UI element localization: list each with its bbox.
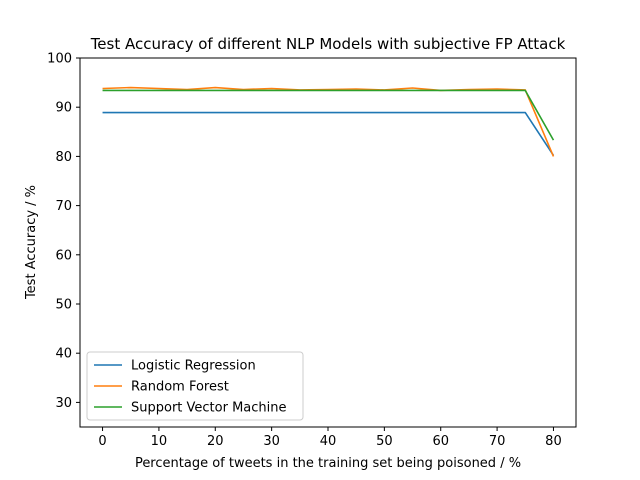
series-line-support-vector-machine	[102, 89, 555, 141]
x-tick-label: 80	[545, 434, 562, 449]
series-line-logistic-regression	[102, 111, 555, 156]
legend-label: Logistic Regression	[131, 359, 256, 374]
x-tick-label: 30	[263, 434, 280, 449]
x-tick-label: 70	[489, 434, 506, 449]
y-tick-label: 60	[55, 248, 72, 263]
axis-layer: 0 10 20 30 40 50 60 70 80 30 40 50 60 70 80 90 100	[47, 52, 562, 450]
chart-title: Test Accuracy of different NLP Models wi…	[90, 35, 566, 53]
y-tick-label: 100	[47, 52, 72, 67]
legend: Logistic Regression Random Forest Support …	[86, 351, 304, 421]
y-tick-label: 90	[55, 101, 72, 116]
y-tick-label: 80	[55, 150, 72, 165]
legend-box	[86, 351, 304, 421]
plot-frame	[79, 57, 577, 428]
series-line-random-forest	[102, 86, 555, 157]
x-axis-label: Percentage of tweets in the training set…	[135, 456, 521, 471]
legend-label: Random Forest	[131, 380, 229, 395]
series-layer	[102, 86, 555, 157]
x-tick-label: 50	[376, 434, 393, 449]
x-tick-label: 0	[98, 434, 106, 449]
x-tick-label: 60	[432, 434, 449, 449]
x-tick-label: 10	[151, 434, 168, 449]
y-tick-label: 70	[55, 199, 72, 214]
x-tick-label: 20	[207, 434, 224, 449]
y-tick-label: 50	[55, 298, 72, 313]
x-tick-label: 40	[320, 434, 337, 449]
y-tick-label: 30	[55, 396, 72, 411]
y-tick-label: 40	[55, 347, 72, 362]
legend-label: Support Vector Machine	[131, 401, 287, 416]
y-axis-label: Test Accuracy / %	[24, 185, 39, 300]
